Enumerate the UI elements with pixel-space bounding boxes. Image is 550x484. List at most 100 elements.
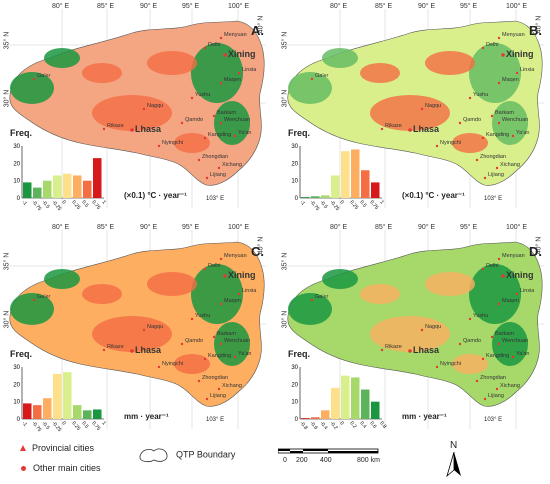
histogram-bar xyxy=(341,151,350,198)
city-label-kangding: Kangding xyxy=(208,353,232,359)
histogram-inset: Freq. 30 20 10 0 -0.8 -0.6 -0.4 -0.2 0 0.2 0.4 0.6 0.… xyxy=(286,349,398,433)
city-label-lijiang: Lijiang xyxy=(488,172,504,178)
city-marker-xining xyxy=(223,274,227,278)
city-marker-xichang xyxy=(217,387,221,391)
histogram-bar xyxy=(351,149,360,198)
city-label-barkam: Barkam xyxy=(217,110,236,116)
city-marker-kangding xyxy=(203,136,207,140)
city-marker-wenchuan xyxy=(219,342,223,346)
histogram-bar xyxy=(371,401,380,419)
city-marker-lhasa xyxy=(408,349,412,353)
city-marker-rikaze xyxy=(380,127,384,131)
histogram-xtick: 0.6 xyxy=(368,420,377,429)
city-marker-lhasa xyxy=(408,128,412,132)
histogram-bar xyxy=(361,170,370,198)
city-label-xining: Xining xyxy=(228,270,256,280)
city-marker-barkam xyxy=(490,114,494,118)
city-label-gaer: Ga'er xyxy=(315,294,329,300)
lon-tick-label: 100° E xyxy=(506,3,528,10)
city-marker-qamdo xyxy=(458,121,462,125)
freq-label: Freq. xyxy=(288,128,311,138)
lon-tick-label: 85° E xyxy=(97,3,115,10)
city-label-lhasa: Lhasa xyxy=(413,345,440,355)
city-label-xining: Xining xyxy=(228,49,256,59)
city-marker-wenchuan xyxy=(219,121,223,125)
histogram-ytick: 20 xyxy=(291,382,298,388)
histogram-bar xyxy=(321,410,330,419)
city-label-qamdo: Qamdo xyxy=(463,117,482,123)
city-label-barkam: Barkam xyxy=(495,331,514,337)
histogram-bar xyxy=(33,405,42,419)
city-label-zhongdian: Zhongdian xyxy=(480,154,506,160)
histogram-xtick: 0 xyxy=(338,420,345,426)
histogram-bar xyxy=(331,175,340,198)
lat-tick-label: 35° N xyxy=(281,31,289,50)
city-marker-lijiang xyxy=(483,397,487,401)
city-label-barkam: Barkam xyxy=(217,331,236,337)
histogram-bar xyxy=(311,417,320,419)
histogram-bar xyxy=(331,387,340,419)
panel-label: A. xyxy=(251,23,264,38)
lon-tick-label: 85° E xyxy=(375,224,393,231)
histogram-xtick: 0.25 xyxy=(70,199,81,210)
lon-tick-label: 90° E xyxy=(140,224,158,231)
city-label-lijiang: Lijiang xyxy=(210,172,226,178)
city-label-yaan: Ya'an xyxy=(238,130,252,136)
map-canvas xyxy=(8,9,266,208)
city-label-rikaze: Rikaze xyxy=(107,344,124,350)
city-label-delhi: Delhi xyxy=(208,263,221,269)
histogram-bar xyxy=(63,173,72,198)
city-marker-maqen xyxy=(497,302,501,306)
histogram-xtick: 0.5 xyxy=(358,199,367,208)
histogram-bar xyxy=(63,372,72,419)
histogram-bar xyxy=(23,403,32,419)
histogram-ytick: 30 xyxy=(291,144,298,150)
freq-label: Freq. xyxy=(288,349,311,359)
lon-tick-label: 85° E xyxy=(375,3,393,10)
city-marker-xichang xyxy=(495,387,499,391)
city-marker-lijiang xyxy=(483,176,487,180)
city-marker-zhongdian xyxy=(197,379,201,383)
histogram-xtick: 0.75 xyxy=(90,199,101,210)
city-marker-yushu xyxy=(468,96,472,100)
histogram-inset: Freq. 30 20 10 0 -1 -0.75 -0.5 -0.25 0 0.25 0.5 0.75… xyxy=(286,128,398,212)
lon-tick-label: 95° E xyxy=(460,224,478,231)
city-label-wenchuan: Wenchuan xyxy=(502,117,529,123)
histogram-xtick: -0.6 xyxy=(308,420,318,431)
city-label-delhi: Delhi xyxy=(486,42,499,48)
city-marker-rikaze xyxy=(102,127,106,131)
city-label-zhongdian: Zhongdian xyxy=(202,154,228,160)
histogram-bar xyxy=(351,377,360,419)
histogram-bar xyxy=(83,180,92,198)
scale-tick-400: 400 xyxy=(320,457,332,464)
city-marker-barkam xyxy=(490,335,494,339)
lat-tick-label: 35° N xyxy=(281,252,289,271)
city-marker-rikaze xyxy=(102,348,106,352)
histogram-bar xyxy=(93,158,102,198)
city-label-qamdo: Qamdo xyxy=(185,338,204,344)
lon-tick-label: 90° E xyxy=(140,3,158,10)
city-marker-nagqu xyxy=(142,107,146,111)
histogram-xtick: 0.25 xyxy=(70,420,81,431)
histogram-inset: Freq. 30 20 10 0 -1 -0.75 -0.5 -0.25 0 0.25 0.5 0.75… xyxy=(8,128,120,212)
city-label-xining: Xining xyxy=(506,270,534,280)
city-marker-lijiang xyxy=(205,176,209,180)
city-marker-delhi xyxy=(203,46,207,50)
trend-patches xyxy=(10,43,250,153)
city-label-xining: Xining xyxy=(506,49,534,59)
city-marker-yaan xyxy=(233,134,237,138)
histogram-xtick: -0.75 xyxy=(30,420,42,433)
lon-tick-label: 85° E xyxy=(97,224,115,231)
city-label-xichang: Xichang xyxy=(500,162,520,168)
city-marker-linxia xyxy=(515,292,519,296)
city-marker-kangding xyxy=(203,357,207,361)
lon-tick-label: 90° E xyxy=(418,3,436,10)
north-arrow-icon xyxy=(446,452,461,478)
histogram-bar xyxy=(83,410,92,419)
city-label-maqen: Maqen xyxy=(502,77,519,83)
map-panel-a: 80° E 85° E 90° E 95° E 100° E 35° N 30° N 40° … xyxy=(2,3,272,214)
lat-tick-label: 35° N xyxy=(3,31,11,50)
city-label-yaan: Ya'an xyxy=(516,130,530,136)
city-marker-kangding xyxy=(481,357,485,361)
